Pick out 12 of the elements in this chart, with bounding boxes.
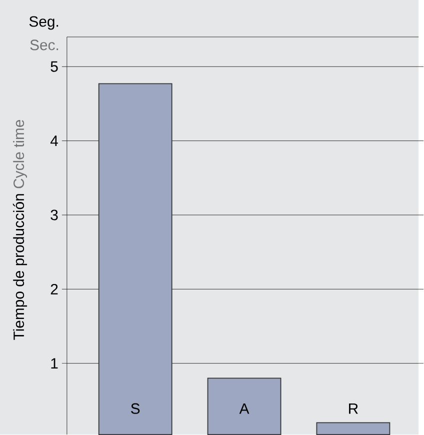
x-tick-label: R (349, 403, 358, 414)
y-tick-label: 4 (50, 136, 58, 146)
text: Seg. (29, 16, 58, 30)
y-axis-title: Tiempo de producción (13, 194, 28, 340)
text: Cycle time (13, 120, 28, 188)
y-tick-label: 2 (50, 284, 58, 294)
y-tick-label: 3 (50, 210, 58, 220)
x-tick-label: S (131, 403, 140, 414)
y-tick-label: 1 (51, 358, 58, 368)
x-tick-label: A (239, 403, 250, 414)
y-tick-label: 5 (50, 61, 58, 72)
text: Sec. (30, 40, 58, 50)
